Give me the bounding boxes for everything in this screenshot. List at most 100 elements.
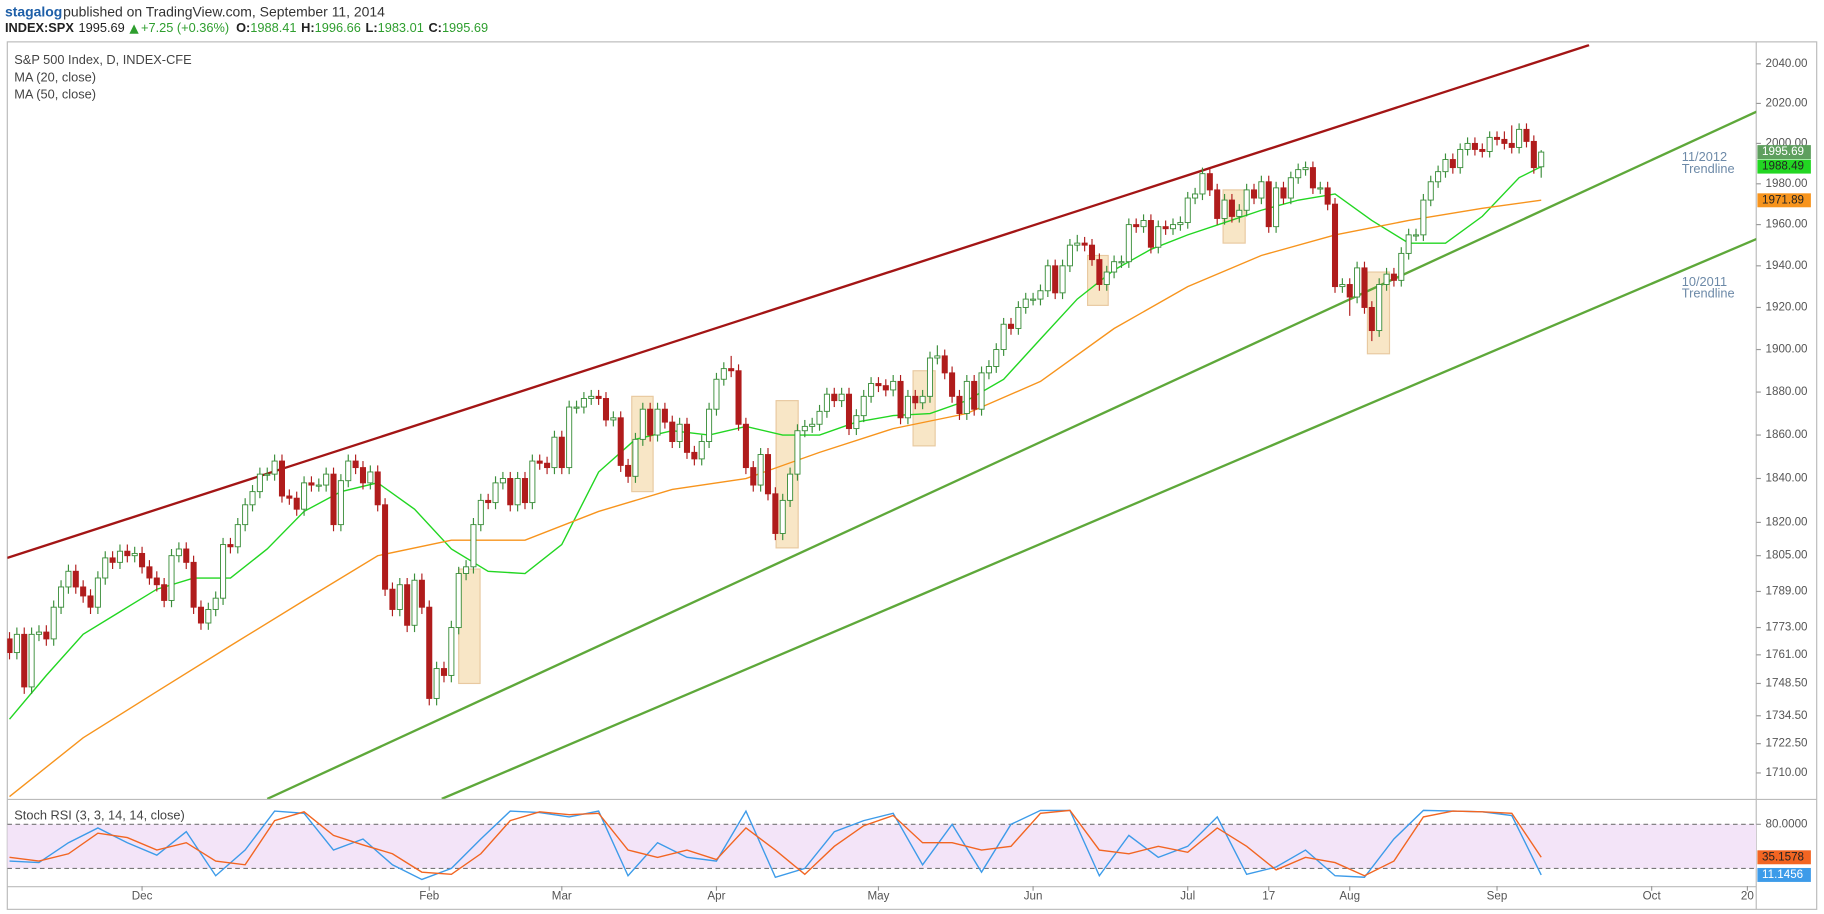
candle-body [757,454,764,486]
candle-body [875,383,882,387]
candle-body [1449,159,1456,169]
candle-body [602,398,610,421]
candle-body [1052,265,1059,294]
candle-body [1435,171,1442,183]
candle-body [882,385,889,391]
band [7,824,1757,869]
price-panel [7,44,1757,799]
candle-body [308,482,315,486]
candle-body [1162,226,1169,230]
candle-body [352,460,359,469]
candle-body [197,606,204,624]
y-tick-label: 1773.00 [1766,621,1808,634]
y-tick-label: 1722.50 [1766,737,1808,750]
x-tick-label: Aug [1339,890,1360,903]
candle-body [1214,189,1221,219]
candle-body [212,597,219,610]
candle-body [912,395,919,404]
candle-body [632,438,639,477]
candle-body [1037,290,1044,300]
y-tick-label: 1880.00 [1766,385,1808,398]
y-tick-label: 1761.00 [1766,648,1808,661]
candle-body [418,579,425,608]
candle-body [897,380,904,419]
candle-body [735,370,742,425]
candle-body [860,395,867,417]
candle-body [794,430,801,475]
candle-body [801,425,808,432]
candle-body [485,499,492,504]
candle-body [286,495,293,499]
trendline-label: Trendline [1682,285,1735,300]
candle-body [1427,181,1434,201]
price-badge [1757,159,1811,174]
candle-body [816,410,823,425]
price-badge [1757,867,1811,882]
candle-body [661,408,668,423]
candle-body [1258,181,1265,199]
y-tick-label: 1789.00 [1766,585,1808,598]
y-tick-label: 1960.00 [1766,218,1808,231]
y-tick-label: 1748.50 [1766,677,1808,690]
legend-entry: MA (20, close) [14,69,96,84]
candle-body [1103,271,1110,285]
candle-body [1074,242,1081,246]
y-tick-label: 1734.50 [1766,709,1808,722]
candle-body [823,393,830,412]
candle-body [963,380,970,414]
candle-body [1236,209,1243,217]
y-tick-label: 1860.00 [1766,428,1808,441]
candle-body [1471,142,1478,150]
badge-label: 1995.69 [1762,145,1804,158]
candle-body [985,366,992,374]
candle-body [1280,187,1287,199]
candle-body [1125,224,1132,263]
candle-body [1015,306,1022,329]
candle-body [691,451,698,460]
published: published on TradingView.com, September … [63,3,385,19]
candle-body [676,423,683,443]
y-tick-label: 2040.00 [1766,57,1808,70]
candle-body [271,460,278,475]
candle-body [610,417,617,421]
candle-body [1000,323,1007,351]
candle-body [529,460,536,504]
candle-body [234,524,241,548]
candle-body [1339,284,1346,288]
x-tick-label: May [867,890,889,903]
candle-body [1177,222,1184,226]
candle-body [1420,199,1427,236]
candle-body [7,638,13,654]
candle-body [153,577,160,586]
candle-body [1317,187,1324,190]
candle-body [1530,140,1537,169]
trendline [441,237,1757,799]
highlight-box [458,568,481,685]
candle-body [190,561,197,608]
candle-body [1346,284,1353,298]
stoch-title: Stoch RSI (3, 3, 14, 14, close) [14,808,185,823]
candle-body [831,393,838,402]
badge-label: 1971.89 [1762,193,1804,206]
moving-average [8,166,1542,720]
x-tick-label: Feb [419,890,439,903]
candle-body [477,499,484,526]
stoch-line [9,809,1542,877]
candle-body [58,586,65,608]
candle-body [1096,259,1103,285]
y-tick-label: 1940.00 [1766,259,1808,272]
candle-body [337,480,344,526]
candle-body [80,586,87,597]
candle-body [411,579,418,626]
author[interactable]: stagalog [5,3,62,19]
change-line: +7.25 (+0.36%) O:1988.41 H:1996.66 L:1983.0… [141,20,488,35]
candle-body [993,349,1000,367]
frame [6,41,1818,910]
candle-body [1354,267,1361,298]
candle-body [43,631,50,640]
ohlc-label: H: [301,20,315,35]
candle-body [1361,267,1368,308]
candle-body [558,436,565,469]
